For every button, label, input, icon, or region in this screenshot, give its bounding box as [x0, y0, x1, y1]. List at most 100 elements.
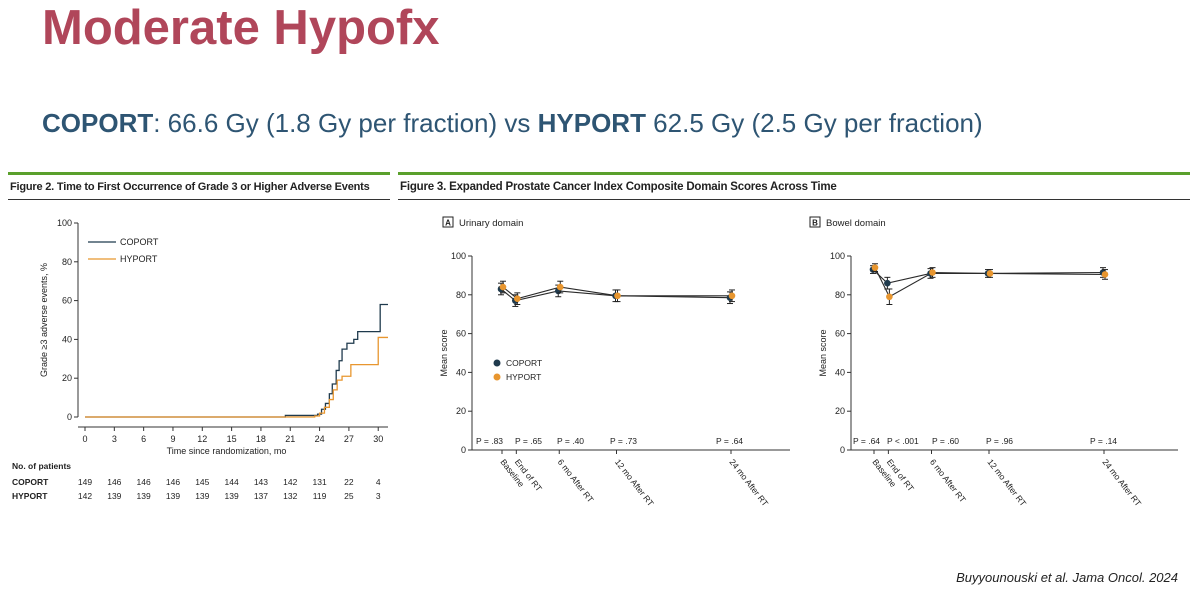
- panel-title: Urinary domain: [459, 218, 523, 229]
- p-value-label: P = .65: [515, 436, 542, 446]
- panel-title: Bowel domain: [826, 218, 886, 229]
- y-tick-label: 40: [456, 367, 466, 377]
- y-tick-label: 60: [456, 329, 466, 339]
- risk-table-cell: 139: [137, 491, 151, 501]
- arm2-name: HYPORT: [537, 108, 646, 138]
- data-point-coport: [884, 279, 891, 287]
- risk-table-cell: 132: [283, 491, 297, 501]
- risk-table-cell: 143: [254, 477, 268, 487]
- x-tick-label: 30: [373, 434, 383, 444]
- x-tick-label: 24: [315, 434, 325, 444]
- y-tick-label: 100: [830, 251, 845, 261]
- p-value-label: P = .73: [610, 436, 637, 446]
- data-point-hyport: [929, 269, 936, 276]
- y-tick-label: 80: [456, 290, 466, 300]
- km-curve-coport: [85, 303, 388, 418]
- p-value-label: P = .96: [986, 436, 1013, 446]
- y-tick-label: 20: [835, 406, 845, 416]
- data-point-hyport: [514, 295, 521, 302]
- panel-label-box: [809, 216, 821, 228]
- risk-table-cell: 4: [376, 477, 381, 487]
- risk-table-cell: 3: [376, 491, 381, 501]
- risk-table-header: No. of patients: [12, 461, 71, 471]
- figure2-title: Figure 2. Time to First Occurrence of Gr…: [10, 181, 370, 193]
- x-tick-label: 3: [112, 434, 117, 444]
- figure2-top-rule: [8, 172, 390, 175]
- p-value-label: P = .83: [476, 436, 503, 446]
- risk-table-cell: 142: [283, 477, 297, 487]
- x-tick-label: 12 mo After RT: [613, 457, 656, 508]
- risk-table-cell: 139: [166, 491, 180, 501]
- risk-table-cell: 25: [344, 491, 354, 501]
- x-tick-label: 21: [285, 434, 295, 444]
- arm1-description: : 66.6 Gy (1.8 Gy per fraction) vs: [153, 108, 538, 138]
- x-tick-label: 12: [197, 434, 207, 444]
- risk-table-cell: 137: [254, 491, 268, 501]
- slide-title: Moderate Hypofx: [42, 1, 440, 55]
- risk-table-cell: 139: [195, 491, 209, 501]
- risk-table-cell: 146: [166, 477, 180, 487]
- panel-label-box: [442, 216, 454, 228]
- figure2-chart: 0 20 40 60 80 100 0 3 6 9 12 15 18 21 24 27 30 Time since…: [12, 218, 388, 501]
- x-tick-label: 9: [170, 434, 175, 444]
- risk-table-cell: 22: [344, 477, 354, 487]
- y-tick-label: 100: [57, 218, 72, 228]
- risk-table-row-label: HYPORT: [12, 491, 48, 501]
- y-tick-label: 60: [835, 329, 845, 339]
- y-tick-label: 80: [62, 257, 72, 267]
- risk-table-cell: 149: [78, 477, 92, 487]
- data-point-hyport: [1101, 271, 1109, 278]
- data-point-hyport: [499, 283, 507, 291]
- x-axis-label: Time since randomization, mo: [167, 446, 287, 456]
- legend-label-hyport: HYPORT: [506, 372, 541, 382]
- data-point-hyport: [886, 293, 893, 301]
- arm1-name: COPORT: [42, 108, 154, 138]
- citation: Buyyounouski et al. Jama Oncol. 2024: [956, 570, 1178, 585]
- data-point-hyport: [986, 270, 994, 277]
- x-tick-label: 6: [141, 434, 146, 444]
- data-point-hyport: [728, 292, 736, 300]
- x-tick-label: 6 mo After RT: [928, 457, 968, 504]
- panel-letter: A: [445, 219, 451, 228]
- y-tick-label: 20: [62, 373, 72, 383]
- p-value-label: P = .64: [716, 436, 743, 446]
- risk-table-cell: 146: [137, 477, 151, 487]
- y-tick-label: 40: [62, 334, 72, 344]
- y-tick-label: 40: [835, 367, 845, 377]
- y-tick-label: 20: [456, 406, 466, 416]
- p-value-label: P < .001: [887, 436, 919, 446]
- y-tick-label: 100: [451, 251, 466, 261]
- x-tick-label: 0: [82, 434, 87, 444]
- panel-letter: B: [812, 219, 818, 228]
- y-tick-label: 0: [461, 445, 466, 455]
- p-value-label: P = .40: [557, 436, 584, 446]
- x-tick-label: 18: [256, 434, 266, 444]
- risk-table-cell: 119: [313, 491, 327, 501]
- x-tick-label: 15: [227, 434, 237, 444]
- risk-table-cell: 139: [107, 491, 121, 501]
- km-curve-hyport: [85, 336, 388, 418]
- data-point-hyport: [871, 264, 879, 271]
- legend-marker-coport: [493, 359, 501, 367]
- y-tick-label: 60: [62, 296, 72, 306]
- risk-table-cell: 146: [107, 477, 121, 487]
- y-axis-label: Grade ≥3 adverse events, %: [39, 263, 49, 377]
- risk-table-row-label: COPORT: [12, 477, 49, 487]
- x-tick-label: 12 mo After RT: [985, 457, 1028, 508]
- data-point-hyport: [556, 283, 564, 291]
- p-value-label: P = .14: [1090, 436, 1117, 446]
- x-tick-label: 24 mo After RT: [1100, 457, 1143, 508]
- x-tick-label: 6 mo After RT: [556, 457, 596, 504]
- y-tick-label: 0: [67, 412, 72, 422]
- y-axis-label: Mean score: [439, 329, 449, 376]
- figure3-top-rule: [398, 172, 1190, 175]
- x-tick-label: 27: [344, 434, 354, 444]
- figure2-title-rule: [8, 199, 390, 200]
- arm2-description: 62.5 Gy (2.5 Gy per fraction): [645, 108, 983, 138]
- risk-table-cell: 144: [225, 477, 239, 487]
- p-value-label: P = .64: [853, 436, 880, 446]
- data-point-hyport: [614, 292, 621, 300]
- y-tick-label: 0: [840, 445, 845, 455]
